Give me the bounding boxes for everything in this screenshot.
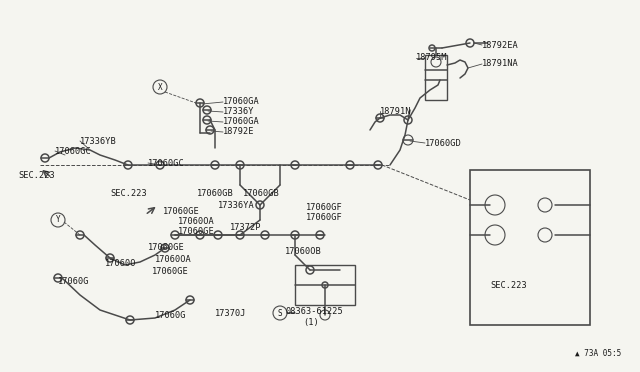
Text: 17060GF: 17060GF — [306, 214, 343, 222]
Bar — [295, 265, 355, 305]
Text: 17060OA: 17060OA — [155, 256, 192, 264]
Text: 17060GE: 17060GE — [163, 208, 200, 217]
Text: 17060OB: 17060OB — [285, 247, 322, 256]
Text: 17060GE: 17060GE — [148, 244, 185, 253]
Text: (1): (1) — [303, 318, 319, 327]
Text: 17060GD: 17060GD — [425, 138, 461, 148]
Text: 18792E: 18792E — [223, 128, 255, 137]
Bar — [470, 170, 590, 325]
Text: 17336Y: 17336Y — [223, 108, 255, 116]
Text: 17060GA: 17060GA — [223, 97, 260, 106]
Text: 18791N: 18791N — [380, 106, 412, 115]
Text: Y: Y — [56, 215, 60, 224]
Text: 17060G: 17060G — [155, 311, 186, 321]
Text: 17370J: 17370J — [215, 308, 246, 317]
Text: 18792EA: 18792EA — [482, 41, 519, 49]
Text: 18791NA: 18791NA — [482, 60, 519, 68]
Text: 17372P: 17372P — [230, 224, 262, 232]
Text: 17060GB: 17060GB — [197, 189, 234, 199]
Text: 17060GF: 17060GF — [306, 203, 343, 212]
Bar — [425, 55, 447, 100]
Text: 17060GE: 17060GE — [152, 266, 189, 276]
Text: 17060GB: 17060GB — [243, 189, 280, 199]
Text: 17060GE: 17060GE — [178, 228, 215, 237]
Text: 17336YB: 17336YB — [80, 137, 116, 145]
Text: SEC.223: SEC.223 — [490, 282, 527, 291]
Text: 08363-61225: 08363-61225 — [285, 307, 343, 315]
Text: 17060OA: 17060OA — [178, 218, 215, 227]
Text: 17060G: 17060G — [58, 276, 90, 285]
Text: 17060GC: 17060GC — [148, 158, 185, 167]
Text: S: S — [278, 308, 282, 317]
Text: 18795M: 18795M — [416, 54, 447, 62]
Text: X: X — [157, 83, 163, 92]
Text: ▲ 73A 05:5: ▲ 73A 05:5 — [575, 349, 621, 358]
Text: 17060GC: 17060GC — [55, 147, 92, 155]
Text: SEC.223: SEC.223 — [18, 170, 55, 180]
Text: 17336YA: 17336YA — [218, 201, 255, 209]
Text: SEC.223: SEC.223 — [110, 189, 147, 198]
Text: 17060O: 17060O — [105, 259, 136, 267]
Text: 17060GA: 17060GA — [223, 118, 260, 126]
